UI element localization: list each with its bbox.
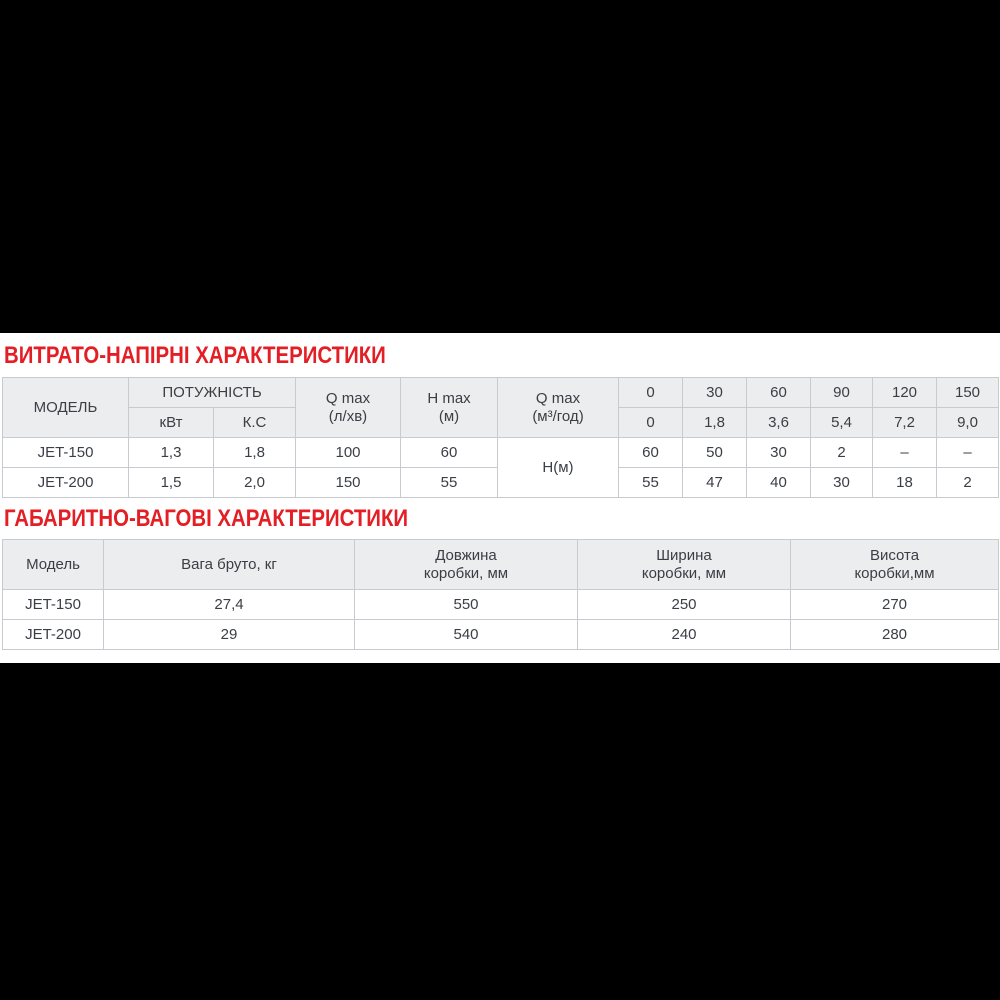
- col-header-box-length: Довжина коробки, мм: [354, 539, 578, 590]
- header-line: Ширина: [656, 546, 712, 564]
- head-value: 50: [682, 437, 747, 468]
- hmax-cell: 55: [400, 467, 498, 498]
- length-cell: 550: [354, 589, 578, 620]
- kw-cell: 1,3: [128, 437, 214, 468]
- header-row: Модель Вага бруто, кг Довжина коробки, м…: [2, 539, 999, 590]
- table-row-jet150: JET-150 27,4 550 250 270: [2, 589, 999, 620]
- header-line: (л/хв): [328, 407, 368, 425]
- flow-value-m3: 9,0: [936, 407, 999, 438]
- header-row-1: МОДЕЛЬ ПОТУЖНІСТЬ Q max (л/хв) H max (м)…: [2, 377, 999, 438]
- head-value: 30: [746, 437, 811, 468]
- hmax-cell: 60: [400, 437, 498, 468]
- head-value: 2: [810, 437, 873, 468]
- section1-title: ВИТРАТО-НАПІРНІ ХАРАКТЕРИСТИКИ: [4, 342, 386, 369]
- dimensions-weight-table: Модель Вага бруто, кг Довжина коробки, м…: [2, 539, 999, 650]
- weight-cell: 29: [103, 619, 355, 650]
- head-value: 47: [682, 467, 747, 498]
- header-line: H max: [427, 389, 471, 407]
- table-row-jet150: JET-150 1,3 1,8 100 60 H(м) 60 50 30 2 –…: [2, 437, 999, 498]
- flow-value: 120: [872, 377, 937, 408]
- width-cell: 240: [577, 619, 791, 650]
- section2: ГАБАРИТНО-ВАГОВІ ХАРАКТЕРИСТИКИ Модель В…: [2, 498, 999, 650]
- model-cell: JET-150: [2, 437, 129, 468]
- header-line: Вага бруто, кг: [181, 555, 277, 573]
- col-header-hp: К.С: [213, 407, 296, 438]
- head-value: 30: [810, 467, 873, 498]
- qmax-cell: 150: [295, 467, 401, 498]
- head-value: –: [872, 437, 937, 468]
- height-cell: 270: [790, 589, 999, 620]
- header-row-2: кВт К.С 0 1,8 3,6 5,4 7,2 9,0: [3, 407, 999, 438]
- head-label-cell: H(м): [497, 437, 619, 498]
- col-header-box-width: Ширина коробки, мм: [577, 539, 791, 590]
- hp-cell: 2,0: [213, 467, 296, 498]
- col-header-model: Модель: [2, 539, 104, 590]
- model-cell: JET-200: [2, 467, 129, 498]
- flow-head-table: МОДЕЛЬ ПОТУЖНІСТЬ Q max (л/хв) H max (м)…: [2, 377, 999, 498]
- content-area: ВИТРАТО-НАПІРНІ ХАРАКТЕРИСТИКИ МОДЕЛЬ ПО…: [0, 333, 1000, 663]
- kw-cell: 1,5: [128, 467, 214, 498]
- hp-cell: 1,8: [213, 437, 296, 468]
- head-value: 55: [618, 467, 683, 498]
- header-line: Модель: [26, 555, 80, 573]
- bottom-black-bar: [0, 663, 1000, 1000]
- col-header-gross-weight: Вага бруто, кг: [103, 539, 355, 590]
- header-line: Q max: [325, 389, 371, 407]
- head-value: 18: [872, 467, 937, 498]
- header-line: (м³/год): [532, 407, 584, 425]
- header-line: коробки,мм: [854, 564, 935, 582]
- flow-value-m3: 5,4: [810, 407, 873, 438]
- flow-value: 30: [682, 377, 747, 408]
- flow-value-m3: 1,8: [682, 407, 747, 438]
- flow-value: 90: [810, 377, 873, 408]
- flow-value-m3: 0: [618, 407, 683, 438]
- qmax-cell: 100: [295, 437, 401, 468]
- header-line: коробки, мм: [423, 564, 509, 582]
- header-line: Q max: [535, 389, 581, 407]
- col-header-power: ПОТУЖНІСТЬ: [128, 377, 296, 408]
- header-line: Довжина: [435, 546, 497, 564]
- header-line: Висота: [869, 546, 920, 564]
- col-header-qmax-m3: Q max (м³/год): [497, 377, 619, 438]
- top-black-bar: [0, 0, 1000, 333]
- flow-value-m3: 3,6: [746, 407, 811, 438]
- model-cell: JET-150: [2, 589, 104, 620]
- flow-value: 60: [746, 377, 811, 408]
- table-row-jet200: JET-200 29 540 240 280: [2, 619, 999, 650]
- head-value: –: [936, 437, 999, 468]
- head-value: 60: [618, 437, 683, 468]
- col-header-hmax: H max (м): [400, 377, 498, 438]
- flow-value-m3: 7,2: [872, 407, 937, 438]
- col-header-kw: кВт: [128, 407, 214, 438]
- width-cell: 250: [577, 589, 791, 620]
- head-value: 2: [936, 467, 999, 498]
- head-value: 40: [746, 467, 811, 498]
- height-cell: 280: [790, 619, 999, 650]
- section2-title: ГАБАРИТНО-ВАГОВІ ХАРАКТЕРИСТИКИ: [4, 505, 409, 532]
- header-line: коробки, мм: [641, 564, 727, 582]
- col-header-qmax-l: Q max (л/хв): [295, 377, 401, 438]
- header-line: (м): [438, 407, 460, 425]
- section1: ВИТРАТО-НАПІРНІ ХАРАКТЕРИСТИКИ МОДЕЛЬ ПО…: [2, 339, 999, 498]
- col-header-box-height: Висота коробки,мм: [790, 539, 999, 590]
- flow-value: 150: [936, 377, 999, 408]
- table-row-jet200: JET-200 1,5 2,0 150 55 55 47 40 30 18 2: [2, 467, 999, 498]
- col-header-model: МОДЕЛЬ: [2, 377, 129, 438]
- model-cell: JET-200: [2, 619, 104, 650]
- flow-value: 0: [618, 377, 683, 408]
- weight-cell: 27,4: [103, 589, 355, 620]
- length-cell: 540: [354, 619, 578, 650]
